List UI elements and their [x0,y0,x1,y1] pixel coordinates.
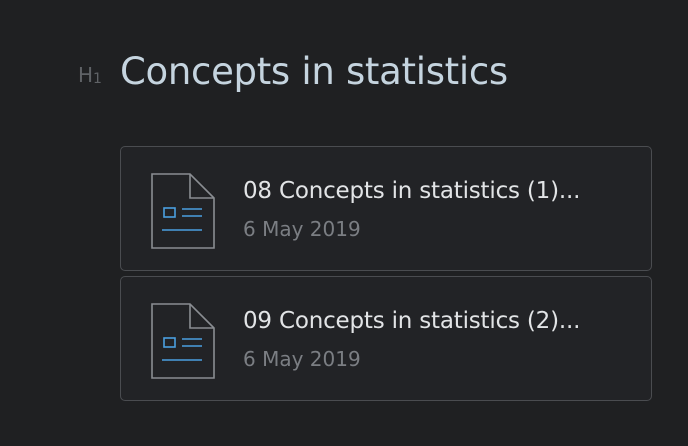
file-name[interactable]: 09 Concepts in statistics (2)... [243,308,581,334]
file-date: 6 May 2019 [243,217,361,241]
heading-level-letter: H [78,63,94,87]
file-text: 09 Concepts in statistics (2)... 6 May 2… [243,305,623,371]
file-text: 08 Concepts in statistics (1)... 6 May 2… [243,175,623,241]
file-card[interactable]: 09 Concepts in statistics (2)... 6 May 2… [120,276,652,401]
page-title[interactable]: Concepts in statistics [120,49,508,93]
heading-level-number: 1 [93,71,102,87]
file-list: 08 Concepts in statistics (1)... 6 May 2… [120,146,652,406]
document-icon [151,303,215,379]
heading-row: H1 Concepts in statistics [78,44,508,98]
heading-level-marker: H1 [78,63,120,87]
document-icon [151,173,215,249]
file-date: 6 May 2019 [243,347,361,371]
file-name[interactable]: 08 Concepts in statistics (1)... [243,178,581,204]
file-card[interactable]: 08 Concepts in statistics (1)... 6 May 2… [120,146,652,271]
